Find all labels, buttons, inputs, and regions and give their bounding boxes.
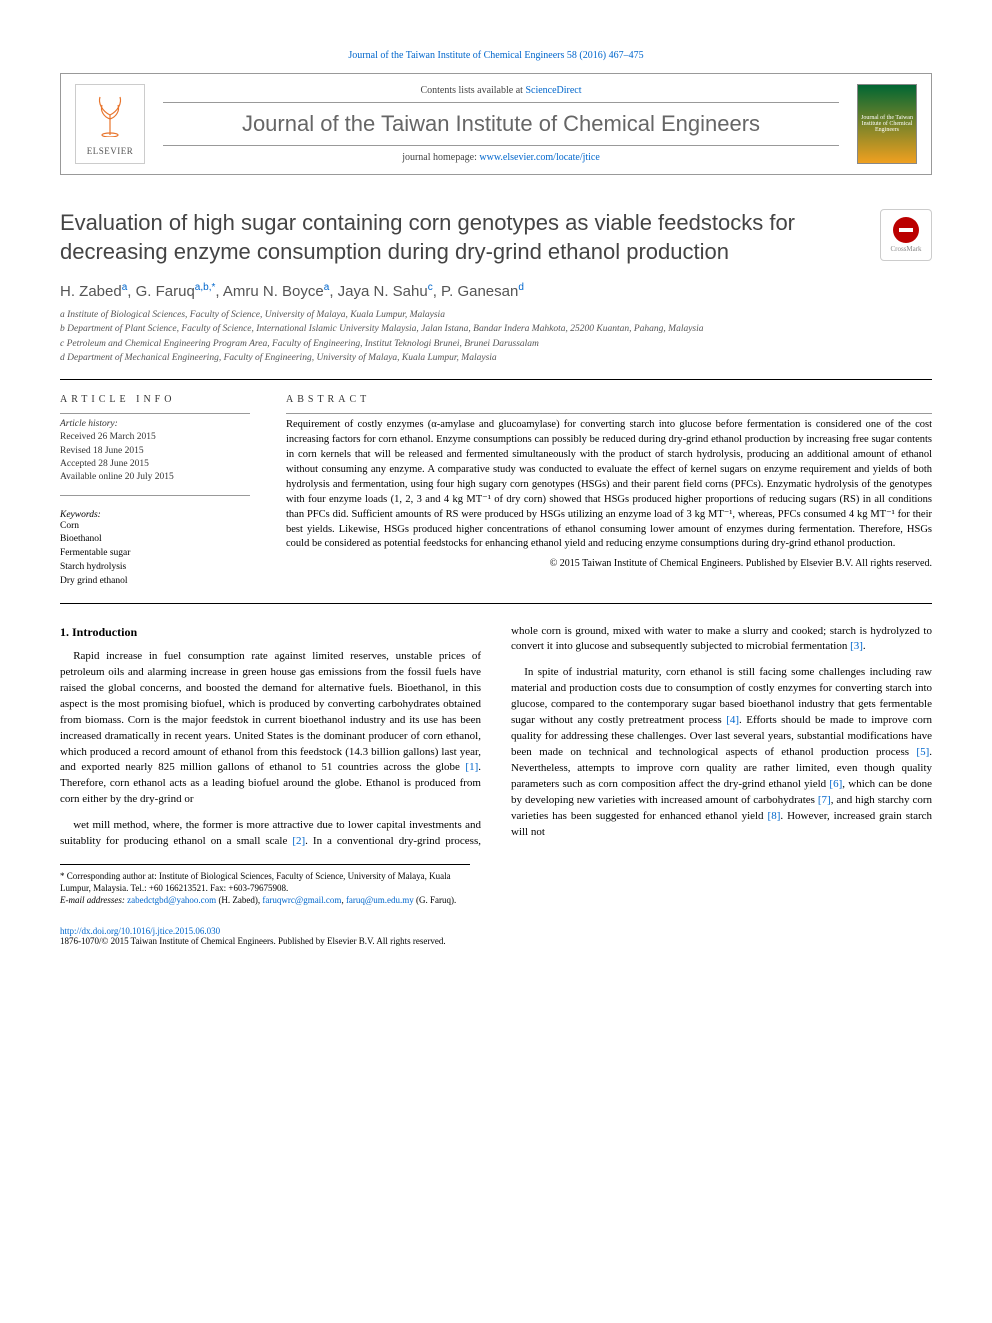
homepage-line: journal homepage: www.elsevier.com/locat… xyxy=(163,152,839,163)
intro-para-1: Rapid increase in fuel consumption rate … xyxy=(60,649,481,808)
corresponding-footnote: * Corresponding author at: Institute of … xyxy=(60,864,470,906)
crossmark-label: CrossMark xyxy=(890,245,921,253)
email-link-1[interactable]: zabedctgbd@yahoo.com xyxy=(127,895,216,905)
ref-link-5[interactable]: [5] xyxy=(916,746,929,758)
rule-2 xyxy=(60,603,932,604)
abstract-copyright: © 2015 Taiwan Institute of Chemical Engi… xyxy=(286,558,932,569)
ref-link-1[interactable]: [1] xyxy=(465,761,478,773)
history-label: Article history: xyxy=(60,418,250,431)
abstract-text: Requirement of costly enzymes (α-amylase… xyxy=(286,418,932,552)
body-columns: 1. Introduction Rapid increase in fuel c… xyxy=(60,624,932,851)
keyword-item: Bioethanol xyxy=(60,533,250,547)
journal-cover-thumbnail: Journal of the Taiwan Institute of Chemi… xyxy=(857,84,917,164)
elsevier-logo: ELSEVIER xyxy=(75,84,145,164)
ref-link-8[interactable]: [8] xyxy=(768,810,781,822)
crossmark-icon xyxy=(893,217,919,243)
keyword-item: Fermentable sugar xyxy=(60,547,250,561)
keyword-item: Starch hydrolysis xyxy=(60,561,250,575)
history-accepted: Accepted 28 June 2015 xyxy=(60,458,250,471)
keyword-item: Corn xyxy=(60,520,250,534)
journal-citation: Journal of the Taiwan Institute of Chemi… xyxy=(60,50,932,61)
affiliations: a Institute of Biological Sciences, Facu… xyxy=(60,308,932,365)
ref-link-3[interactable]: [3] xyxy=(850,640,863,652)
elsevier-label: ELSEVIER xyxy=(87,146,134,156)
issn-copyright: 1876-1070/© 2015 Taiwan Institute of Che… xyxy=(60,936,932,946)
email-link-2[interactable]: faruqwrc@gmail.com xyxy=(262,895,341,905)
abstract-column: ABSTRACT Requirement of costly enzymes (… xyxy=(286,394,932,588)
keywords-label: Keywords: xyxy=(60,510,250,520)
intro-para-3: In spite of industrial maturity, corn et… xyxy=(511,665,932,840)
homepage-link[interactable]: www.elsevier.com/locate/jtice xyxy=(479,152,599,163)
doi-link[interactable]: http://dx.doi.org/10.1016/j.jtice.2015.0… xyxy=(60,926,220,936)
sciencedirect-link[interactable]: ScienceDirect xyxy=(525,85,581,96)
ref-link-6[interactable]: [6] xyxy=(829,778,842,790)
article-info-heading: ARTICLE INFO xyxy=(60,394,250,405)
abstract-heading: ABSTRACT xyxy=(286,394,932,405)
page-footer: http://dx.doi.org/10.1016/j.jtice.2015.0… xyxy=(60,926,932,946)
crossmark-badge[interactable]: CrossMark xyxy=(880,209,932,261)
contents-prefix: Contents lists available at xyxy=(420,85,525,96)
header-center: Contents lists available at ScienceDirec… xyxy=(163,85,839,163)
info-abstract-row: ARTICLE INFO Article history: Received 2… xyxy=(60,394,932,588)
email-line: E-mail addresses: zabedctgbd@yahoo.com (… xyxy=(60,895,470,907)
corresponding-author: * Corresponding author at: Institute of … xyxy=(60,871,470,894)
contents-line: Contents lists available at ScienceDirec… xyxy=(163,85,839,96)
ref-link-7[interactable]: [7] xyxy=(818,794,831,806)
history-online: Available online 20 July 2015 xyxy=(60,471,250,484)
article-info-column: ARTICLE INFO Article history: Received 2… xyxy=(60,394,250,588)
elsevier-tree-icon xyxy=(90,93,130,144)
author-list: H. Zabeda, G. Faruqa,b,*, Amru N. Boycea… xyxy=(60,282,932,300)
keyword-item: Dry grind ethanol xyxy=(60,575,250,589)
email-link-3[interactable]: faruq@um.edu.my xyxy=(346,895,414,905)
section-heading-intro: 1. Introduction xyxy=(60,624,481,641)
ref-link-4[interactable]: [4] xyxy=(726,714,739,726)
journal-name: Journal of the Taiwan Institute of Chemi… xyxy=(163,111,839,137)
journal-header: ELSEVIER Contents lists available at Sci… xyxy=(60,73,932,175)
history-received: Received 26 March 2015 xyxy=(60,431,250,444)
keywords-list: CornBioethanolFermentable sugarStarch hy… xyxy=(60,520,250,589)
page-container: Journal of the Taiwan Institute of Chemi… xyxy=(0,0,992,986)
article-title: Evaluation of high sugar containing corn… xyxy=(60,209,860,266)
history-revised: Revised 18 June 2015 xyxy=(60,445,250,458)
journal-citation-link[interactable]: Journal of the Taiwan Institute of Chemi… xyxy=(348,50,643,61)
rule-1 xyxy=(60,379,932,380)
homepage-prefix: journal homepage: xyxy=(402,152,479,163)
article-history: Article history: Received 26 March 2015 … xyxy=(60,418,250,484)
ref-link-2[interactable]: [2] xyxy=(292,835,305,847)
